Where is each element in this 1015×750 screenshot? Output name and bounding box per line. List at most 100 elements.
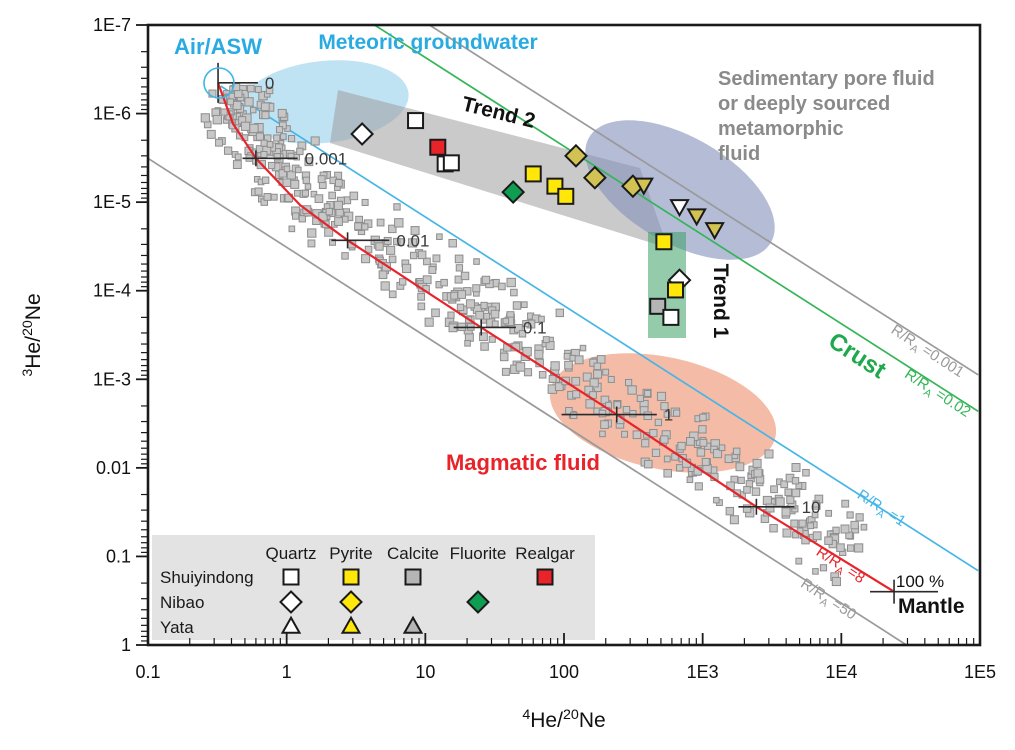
cloud-point: [819, 564, 828, 572]
cloud-point: [424, 317, 434, 327]
cloud-point: [247, 84, 255, 93]
cloud-point: [456, 303, 465, 312]
y-tick-label: 1E-5: [93, 192, 131, 212]
cloud-point: [244, 97, 254, 107]
sample-shuiyindong-realgar: [429, 138, 447, 156]
cloud-point: [713, 496, 720, 504]
cloud-point: [499, 352, 509, 362]
cloud-point: [287, 134, 296, 143]
reference-lines-layer: [147, 24, 979, 646]
cloud-point: [846, 544, 855, 552]
sample-shuiyindong-quartz: [442, 154, 460, 172]
cloud-point: [498, 282, 506, 291]
cloud-point: [292, 212, 300, 220]
cloud-point: [732, 447, 741, 456]
cloud-point: [341, 215, 349, 223]
cloud-point: [455, 264, 464, 272]
cloud-point: [545, 341, 555, 350]
cloud-point: [457, 290, 467, 299]
cloud-point: [361, 198, 369, 206]
cloud-point: [393, 237, 401, 246]
cloud-point: [234, 153, 242, 161]
cloud-point: [206, 129, 216, 139]
cloud-point: [735, 462, 745, 472]
cloud-point: [632, 430, 642, 440]
cloud-point: [795, 557, 803, 565]
cloud-point: [780, 480, 789, 489]
cloud-point: [249, 123, 259, 134]
cloud-point: [329, 238, 337, 246]
cloud-point: [288, 225, 296, 233]
cloud-point: [273, 134, 281, 142]
cloud-point: [510, 288, 518, 297]
label-sedimentary-line4: fluid: [718, 143, 760, 165]
cloud-point: [501, 367, 510, 376]
sample-nibao-fluorite: [501, 180, 526, 205]
cloud-point: [836, 543, 845, 552]
cloud-point: [538, 370, 547, 379]
cloud-point: [841, 499, 850, 508]
cloud-point: [275, 126, 284, 134]
y-tick-label: 0.1: [106, 546, 131, 566]
label-mantle: Mantle: [898, 595, 965, 618]
cloud-point: [564, 360, 573, 370]
axes-layer: 0.1 1 10 100 1E3 1E4 1E51E-71E-61E-51E-41E-30.…: [20, 15, 996, 732]
cloud-point: [310, 136, 320, 146]
cloud-point: [333, 200, 343, 210]
cloud-point: [641, 439, 650, 448]
cloud-point: [663, 455, 671, 463]
cloud-point: [854, 543, 864, 553]
cloud-point: [765, 503, 775, 513]
sample-nibao-pyrite: [582, 165, 607, 190]
cloud-point: [295, 166, 302, 174]
cloud-point: [301, 189, 310, 197]
x-tick-label: 1E3: [687, 662, 719, 682]
cloud-point: [260, 139, 268, 147]
cloud-point: [310, 190, 318, 198]
cloud-point: [506, 277, 516, 288]
cloud-point: [644, 389, 652, 397]
cloud-point: [261, 111, 270, 120]
cloud-point: [283, 165, 291, 173]
cloud-point: [354, 222, 362, 231]
cloud-point: [472, 284, 481, 293]
cloud-point: [349, 191, 359, 201]
cloud-point: [407, 238, 418, 248]
cloud-point: [399, 278, 407, 286]
sample-yata-pyrite: [704, 222, 725, 241]
sample-yata-quartz: [669, 199, 690, 218]
cloud-point: [334, 179, 343, 187]
cloud-point: [775, 497, 785, 507]
cloud-point: [491, 320, 499, 328]
cloud-point: [273, 153, 281, 161]
cloud-point: [324, 227, 334, 237]
cloud-point: [480, 342, 489, 351]
sample-nibao-quartz: [350, 122, 375, 146]
cloud-point: [502, 317, 510, 325]
marker-label-0.1: 0.1: [523, 318, 547, 337]
cloud-point: [423, 257, 431, 266]
label-100pct: 100 %: [896, 572, 944, 591]
cloud-point: [812, 568, 819, 575]
cloud-point: [232, 100, 242, 110]
cloud-point: [298, 215, 306, 223]
cloud-point: [660, 435, 669, 444]
cloud-point: [490, 309, 500, 319]
cloud-point: [651, 448, 661, 457]
cloud-point: [860, 523, 868, 531]
cloud-point: [673, 409, 681, 417]
cloud-point: [790, 519, 799, 528]
cloud-point: [751, 487, 761, 496]
cloud-point: [401, 263, 412, 274]
marker-label-0.01: 0.01: [396, 231, 429, 250]
cloud-point: [261, 176, 270, 184]
cloud-point: [220, 108, 228, 116]
cloud-point: [764, 449, 774, 459]
sample-nibao-pyrite: [564, 143, 588, 168]
trend2-band: [330, 90, 668, 248]
y-tick-label: 1: [121, 635, 131, 655]
cloud-point: [663, 468, 672, 478]
cloud-point: [431, 308, 440, 318]
